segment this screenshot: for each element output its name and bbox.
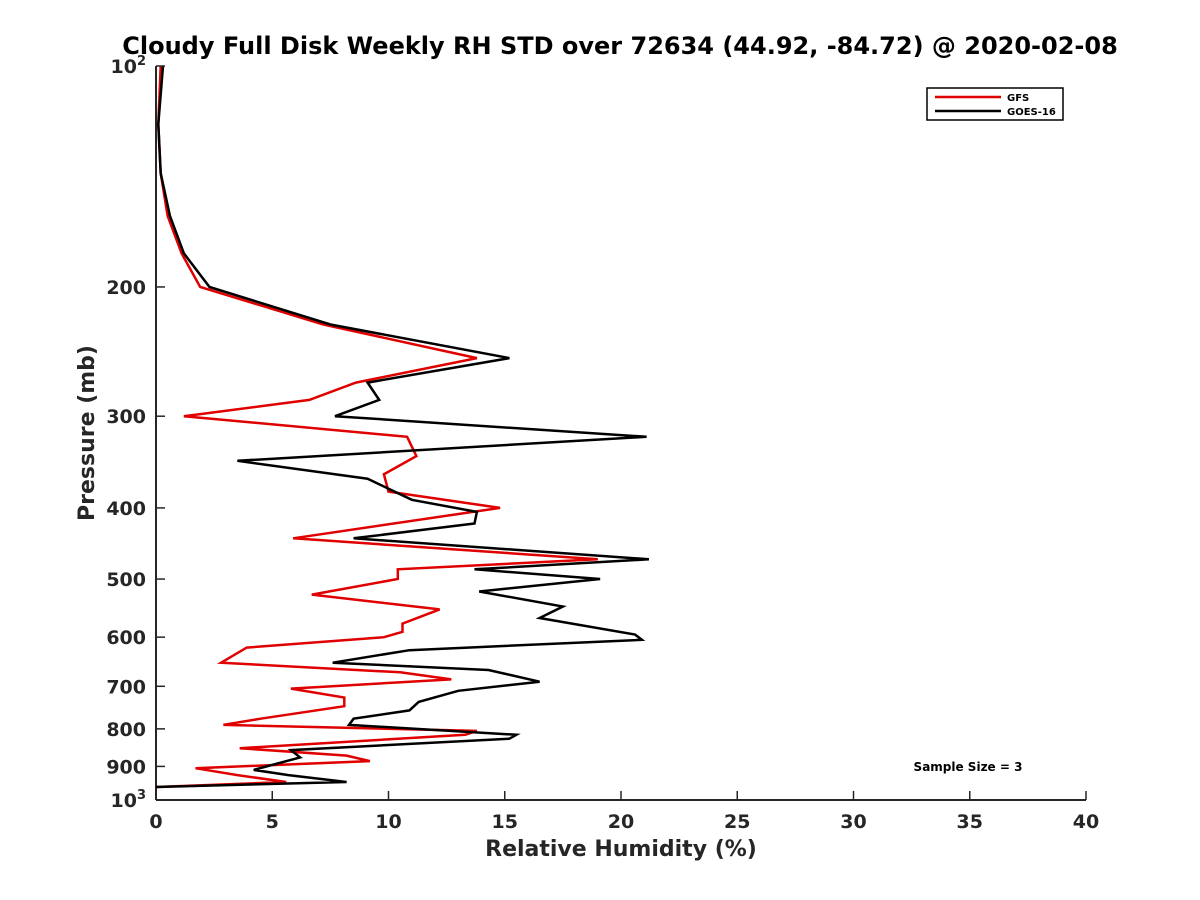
- sample-size-annotation: Sample Size = 3: [914, 760, 1023, 774]
- x-tick-label: 20: [608, 811, 634, 833]
- legend-label-goes16: GOES-16: [1007, 107, 1056, 118]
- legend-box: [926, 87, 1064, 121]
- y-tick-label: 600: [106, 627, 146, 649]
- y-tick-label: 800: [106, 719, 146, 741]
- y-tick-label: 400: [106, 498, 146, 520]
- x-tick-label: 25: [724, 811, 750, 833]
- legend-label-gfs: GFS: [1007, 93, 1029, 104]
- series-line-gfs: [155, 65, 598, 789]
- y-tick-label: 102: [111, 54, 147, 78]
- x-tick-label: 15: [492, 811, 518, 833]
- y-tick-label: 900: [106, 756, 146, 778]
- y-tick-label: 500: [106, 569, 146, 591]
- x-tick-label: 30: [840, 811, 866, 833]
- x-tick-label: 0: [149, 811, 162, 833]
- y-tick-label: 200: [106, 277, 146, 299]
- series-layer: [155, 65, 649, 789]
- y-tick-label: 700: [106, 676, 146, 698]
- y-axis-ticks: 102 200 300 400 500 600 700 800 900 103: [106, 54, 165, 812]
- x-tick-label: 5: [266, 811, 279, 833]
- x-axis-label: Relative Humidity (%): [485, 837, 757, 862]
- chart-title: Cloudy Full Disk Weekly RH STD over 7263…: [122, 32, 1118, 60]
- legend: GFS GOES-16: [926, 87, 1064, 121]
- x-tick-label: 10: [375, 811, 401, 833]
- x-axis-ticks: 0 5 10 15 20 25 30 35 40: [149, 791, 1099, 833]
- plot-area: 0 5 10 15 20 25 30 35 40 102 200 300 400 500 600 700 80…: [106, 54, 1099, 833]
- y-axis-label: Pressure (mb): [75, 345, 100, 521]
- x-tick-label: 35: [957, 811, 983, 833]
- series-line-goes16: [155, 65, 649, 789]
- y-tick-label: 103: [111, 788, 147, 812]
- x-tick-label: 40: [1073, 811, 1099, 833]
- y-tick-label: 300: [106, 406, 146, 428]
